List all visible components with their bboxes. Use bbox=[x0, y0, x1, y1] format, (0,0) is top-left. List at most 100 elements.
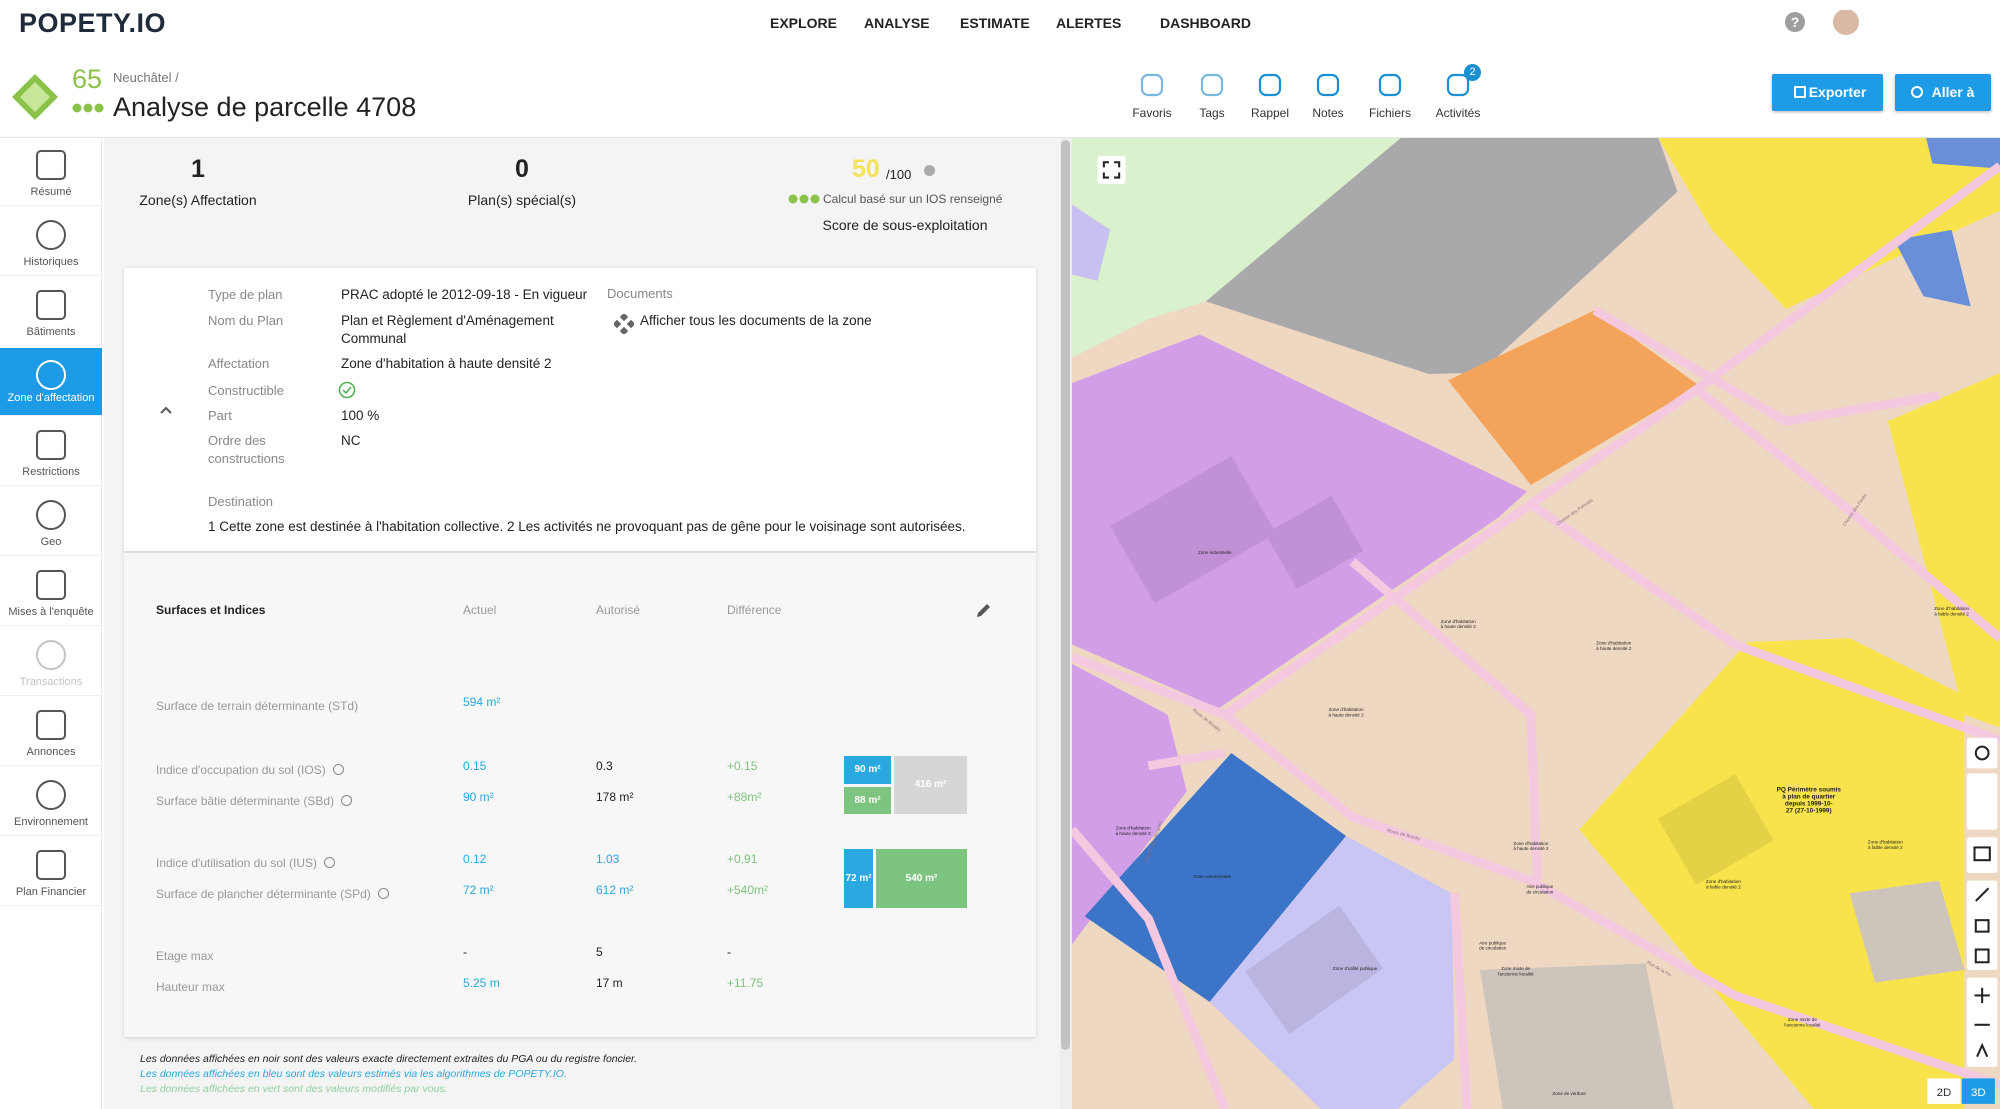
documents-link[interactable]: Afficher tous les documents de la zone bbox=[640, 313, 872, 328]
toolbar-label[interactable]: Rappel bbox=[1250, 106, 1290, 120]
sidebar-label: Zone d'affectation bbox=[7, 392, 95, 404]
toolbar-label[interactable]: Activités bbox=[1435, 106, 1481, 120]
score-label: Score de sous-exploitation bbox=[822, 217, 988, 233]
label-line: à faible densité 2 bbox=[1934, 611, 1969, 616]
icon-shape bbox=[1140, 73, 1164, 97]
diamond bbox=[614, 319, 622, 329]
score-dots bbox=[788, 194, 820, 204]
label-line: Zone d'habitation bbox=[1329, 707, 1364, 712]
zone-label: Zone d'habitation à haute densité 2 bbox=[1596, 641, 1632, 651]
nav-item[interactable]: EXPLORE bbox=[770, 15, 837, 31]
info-icon[interactable] bbox=[341, 795, 353, 806]
toolbar-icon[interactable] bbox=[1315, 72, 1341, 98]
summary-value: 0 bbox=[515, 155, 529, 183]
label-line: Zone d'utilité publique bbox=[1333, 966, 1378, 971]
sidebar-label: Transactions bbox=[19, 676, 83, 688]
label-line: Zone mixte de bbox=[1788, 1017, 1817, 1022]
label-line: Zone d'habitation bbox=[1706, 879, 1741, 884]
sidebar-item[interactable]: Restrictions bbox=[0, 418, 102, 486]
row-label: Surface bâtie déterminante (SBd) bbox=[156, 794, 335, 808]
sidebar-item[interactable]: Geo bbox=[0, 488, 102, 556]
toolbar-icon[interactable] bbox=[1445, 72, 1471, 98]
toolbar-icon[interactable] bbox=[1377, 72, 1403, 98]
plan-value: PRAC adopté le 2012-09-18 - En vigueur bbox=[341, 287, 588, 302]
toolbar-label[interactable]: Fichiers bbox=[1368, 106, 1411, 120]
sidebar-item[interactable]: Bâtiments bbox=[0, 278, 102, 346]
button-label[interactable]: Aller à bbox=[1931, 84, 1975, 100]
label-line: à haute densité 2 bbox=[1329, 712, 1365, 717]
label-line: Zone d'habitation bbox=[1116, 826, 1151, 831]
info-icon[interactable] bbox=[377, 888, 389, 899]
action-button[interactable]: Exporter bbox=[1772, 74, 1883, 111]
toolbar-icon[interactable] bbox=[1199, 72, 1225, 98]
sidebar-label: Mises à l'enquête bbox=[8, 606, 94, 618]
icon-shape bbox=[1446, 73, 1470, 97]
logo[interactable]: POPETY.IO bbox=[19, 8, 167, 38]
nav-item[interactable]: ALERTES bbox=[1056, 15, 1122, 31]
toolbar-label[interactable]: Tags bbox=[1199, 106, 1225, 120]
nav-item[interactable]: ANALYSE bbox=[864, 15, 930, 31]
row-label: Indice d'utilisation du sol (IUS) bbox=[156, 856, 318, 870]
icon-shape bbox=[1378, 73, 1402, 97]
summary-label: Zone(s) Affectation bbox=[139, 192, 257, 208]
view-toggle[interactable] bbox=[1927, 1078, 1961, 1104]
sidebar-item[interactable]: Historiques bbox=[0, 208, 102, 276]
check-mark bbox=[342, 386, 352, 395]
sidebar-item[interactable]: Environnement bbox=[0, 768, 102, 836]
zone-label: Zone d'utilité publique bbox=[1333, 966, 1378, 971]
label-line: Zone d'habitation bbox=[1513, 841, 1548, 846]
sidebar-item[interactable]: Annonces bbox=[0, 698, 102, 766]
zone-label: Aire publique de circulation bbox=[1526, 884, 1553, 894]
sidebar-item[interactable]: Mises à l'enquête bbox=[0, 558, 102, 626]
toolbar-icon[interactable] bbox=[1139, 72, 1165, 98]
zone-label: Aire publique de circulation bbox=[1479, 940, 1506, 950]
sidebar-label: Environnement bbox=[14, 816, 88, 828]
scroll-thumb[interactable] bbox=[1061, 140, 1070, 1050]
bar-cell: 540 m² bbox=[876, 849, 967, 908]
toolbar-label[interactable]: Favoris bbox=[1132, 106, 1172, 120]
sidebar-item[interactable]: Zone d'affectation bbox=[0, 348, 102, 416]
fullscreen-button[interactable] bbox=[1097, 155, 1126, 184]
view-toggle[interactable] bbox=[1961, 1078, 1995, 1104]
breadcrumb[interactable]: Neuchâtel / bbox=[113, 70, 179, 85]
map[interactable]: Zone industrielle Zone commerciale Zone d'… bbox=[1072, 138, 2000, 1109]
row-value: +0.15 bbox=[727, 759, 758, 773]
sidebar-label: Plan Financier bbox=[15, 886, 87, 898]
documents-icon[interactable] bbox=[614, 314, 634, 334]
help-glyph: ? bbox=[1791, 14, 1800, 30]
sidebar-icon bbox=[36, 150, 66, 180]
nav-item[interactable]: ESTIMATE bbox=[960, 15, 1030, 31]
sidebar-item[interactable]: Résumé bbox=[0, 138, 102, 206]
row-value: 612 m² bbox=[596, 883, 634, 897]
score-info[interactable] bbox=[924, 165, 935, 176]
label-line: Zone d'habitation bbox=[1596, 641, 1631, 646]
row-label: Hauteur max bbox=[156, 980, 225, 994]
avatar[interactable] bbox=[1833, 10, 1859, 35]
view-label: 2D bbox=[1937, 1087, 1952, 1099]
action-button[interactable]: Aller à bbox=[1895, 74, 1991, 111]
help-icon[interactable] bbox=[1785, 12, 1805, 32]
label-line: Aire publique bbox=[1526, 884, 1553, 889]
dot bbox=[799, 194, 809, 204]
collapse-icon[interactable] bbox=[158, 402, 174, 418]
button-label[interactable]: Exporter bbox=[1808, 84, 1867, 100]
user-area: ? bbox=[1785, 10, 1859, 35]
nav-item[interactable]: DASHBOARD bbox=[1160, 15, 1251, 31]
summary-label: Plan(s) spécial(s) bbox=[467, 192, 577, 208]
row-value: 72 m² bbox=[463, 883, 494, 897]
dot bbox=[788, 194, 798, 204]
zone-label: Zone d'habitation à faible densité 2 bbox=[1934, 606, 1969, 616]
info-icon[interactable] bbox=[332, 764, 344, 775]
bar-cell: 88 m² bbox=[844, 787, 891, 814]
sidebar-icon bbox=[36, 500, 66, 530]
sidebar-icon bbox=[36, 780, 66, 810]
toolbar-label[interactable]: Notes bbox=[1312, 106, 1344, 120]
surfaces-title: Surfaces et Indices bbox=[156, 603, 266, 617]
sidebar-label: Geo bbox=[40, 536, 62, 548]
zone-label: Zone mixte de l'ancienne localité bbox=[1784, 1017, 1820, 1027]
sidebar-item[interactable]: Plan Financier bbox=[0, 838, 102, 906]
view-label: 3D bbox=[1971, 1087, 1986, 1099]
edit-icon[interactable] bbox=[974, 600, 994, 620]
info-icon[interactable] bbox=[324, 857, 336, 868]
toolbar-icon[interactable] bbox=[1257, 72, 1283, 98]
